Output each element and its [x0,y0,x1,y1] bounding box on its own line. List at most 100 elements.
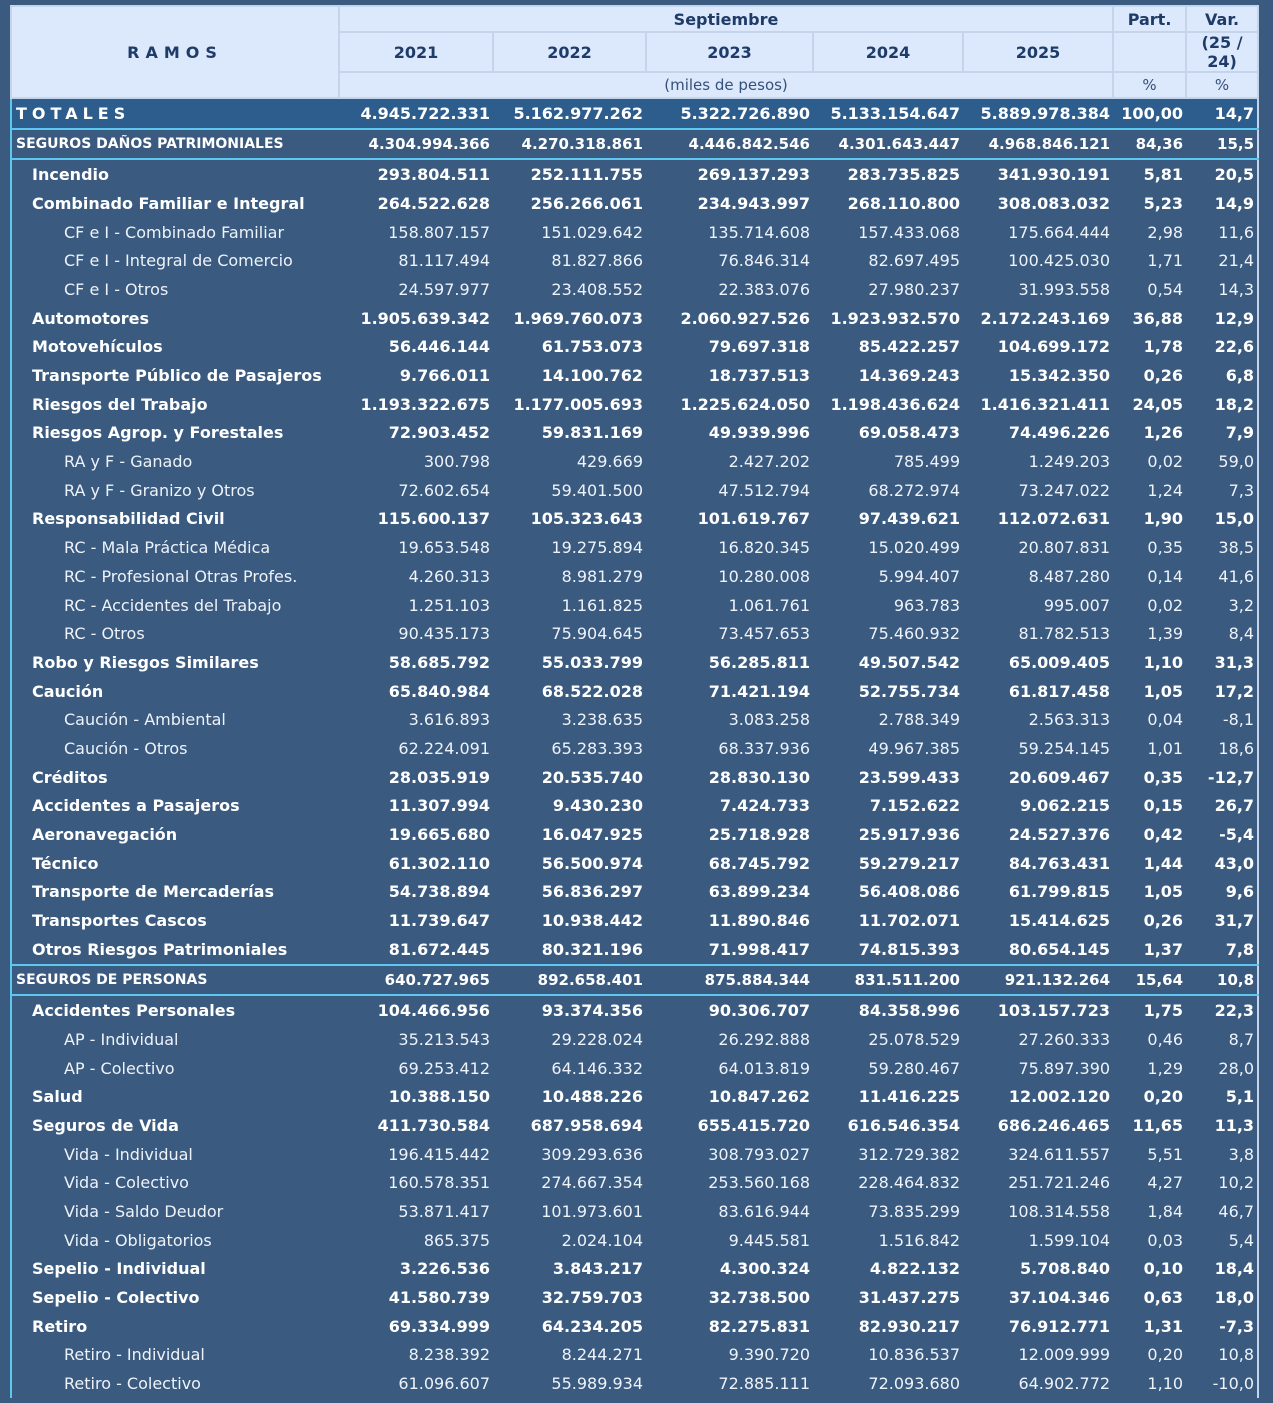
cell: 10,8 [1186,963,1259,997]
main-row: Combinado Familiar e Integral 264.522.628… [11,189,1258,218]
cell: 4.968.846.121 [963,127,1114,161]
cell: 875.884.344 [646,963,813,997]
total-row: TOTALES 4.945.722.331 5.162.977.262 5.322.7… [11,98,1259,129]
cell: 4.270.318.861 [493,127,646,161]
cell: 14,7 [1186,98,1259,129]
row-label: Transportes Cascos [32,911,207,931]
cell: 616.546.354 [847,1115,960,1135]
cell: 5.708.840 [1019,1259,1111,1279]
row-label: SEGUROS DAÑOS PATRIMONIALES [11,127,339,161]
cell: 3,8 [1228,1144,1255,1164]
cell: 79.697.318 [708,337,810,357]
cell: 312.729.382 [858,1144,960,1164]
cell: 61.302.110 [388,853,490,873]
cell: 5.133.154.647 [813,98,963,129]
cell: 56.500.974 [541,853,643,873]
cell: 11,3 [1214,1115,1255,1135]
cell: 29.228.024 [551,1029,643,1049]
cell: 1.249.203 [1028,452,1111,472]
row-label: RC - Otros [64,624,145,644]
cell: 1,71 [1147,251,1184,271]
cell: 56.285.811 [708,652,810,672]
row-label: Motovehículos [32,337,163,357]
cell: 69.058.473 [858,423,960,443]
cell: -5,4 [1219,825,1255,845]
row-label: Vida - Saldo Deudor [64,1201,224,1221]
main-row: Transporte Público de Pasajeros 9.766.011… [11,361,1258,390]
row-label: CF e I - Otros [64,279,169,299]
cell: 0,15 [1143,796,1184,816]
cell: 264.522.628 [377,193,490,213]
cell: 2.172.243.169 [980,308,1111,328]
row-label: Vida - Colectivo [64,1173,189,1193]
sub-row: RA y F - Ganado 300.798 429.669 2.427.202 78… [11,447,1258,476]
row-label: RA y F - Ganado [64,452,193,472]
cell: 11,65 [1132,1115,1184,1135]
cell: 54.738.894 [388,882,490,902]
cell: 59.280.467 [868,1058,960,1078]
cell: 59.279.217 [858,853,960,873]
cell: 10.938.442 [541,911,643,931]
cell: 0,46 [1147,1029,1184,1049]
cell: 101.619.767 [697,509,810,529]
cell: 49.939.996 [708,423,810,443]
cell: 1.516.842 [878,1230,960,1250]
cell: 68.272.974 [868,480,960,500]
cell: 18,2 [1214,394,1255,414]
cell: 3.843.217 [552,1259,643,1279]
cell: 19.665.680 [388,825,490,845]
cell: 24.597.977 [398,279,490,299]
main-row: Accidentes Personales 104.466.956 93.374.3… [11,995,1258,1025]
cell: 11.890.846 [708,911,810,931]
cell: 8.244.271 [561,1345,643,1365]
sub-row: AP - Colectivo 69.253.412 64.146.332 64.013… [11,1054,1258,1083]
cell: 14,3 [1218,279,1255,299]
row-label: Vida - Obligatorios [64,1230,212,1250]
cell: 18.737.513 [708,366,810,386]
cell: 20.535.740 [541,767,643,787]
cell: 10,2 [1218,1173,1255,1193]
cell: 18,6 [1218,738,1255,758]
main-row: Caución 65.840.984 68.522.028 71.421.194 52.… [11,677,1258,706]
cell: 10.388.150 [388,1087,490,1107]
ramos-header: RAMOS [10,5,340,99]
main-row: Robo y Riesgos Similares 58.685.792 55.033… [11,648,1258,677]
cell: 341.930.191 [997,165,1111,185]
sub-row: RC - Mala Práctica Médica 19.653.548 19.27… [11,533,1258,562]
cell: 5.994.407 [878,566,960,586]
cell: 18,4 [1214,1259,1255,1279]
cell: 11.739.647 [388,911,490,931]
cell: 9.445.581 [728,1230,810,1250]
cell: 4.945.722.331 [339,98,493,129]
sub-row: Retiro - Colectivo 61.096.607 55.989.934 72… [11,1369,1258,1398]
part-header: Part. [1112,5,1188,33]
cell: -7,3 [1219,1316,1255,1336]
cell: 75.904.645 [551,624,643,644]
cell: 963.783 [893,595,960,615]
cell: 1,37 [1143,939,1184,959]
cell: 31.993.558 [1018,279,1111,299]
cell: 115.600.137 [377,509,490,529]
cell: 31.437.275 [858,1288,960,1308]
cell: 5.322.726.890 [646,98,813,129]
year-header: 2024 [812,31,964,73]
cell: 411.730.584 [377,1115,490,1135]
cell: 83.616.944 [718,1201,810,1221]
section-row: SEGUROS DAÑOS PATRIMONIALES 4.304.994.366… [11,127,1259,161]
row-label: RC - Mala Práctica Médica [64,538,271,558]
cell: 640.727.965 [339,963,493,997]
cell: 300.798 [423,452,490,472]
sub-row: AP - Individual 35.213.543 29.228.024 26.29… [11,1025,1258,1054]
cell: 7,8 [1225,939,1255,959]
main-row: Incendio 293.804.511 252.111.755 269.137.29… [11,159,1258,189]
cell: 32.759.703 [541,1288,643,1308]
cell: 228.464.832 [858,1173,960,1193]
var-unit: % [1185,71,1260,99]
cell: 1,29 [1147,1058,1184,1078]
cell: 10,8 [1218,1345,1255,1365]
cell: 62.224.091 [398,738,490,758]
cell: 9.766.011 [399,366,490,386]
cell: 108.314.558 [1008,1201,1111,1221]
cell: 4.301.643.447 [813,127,963,161]
row-label: Caución [32,681,104,701]
